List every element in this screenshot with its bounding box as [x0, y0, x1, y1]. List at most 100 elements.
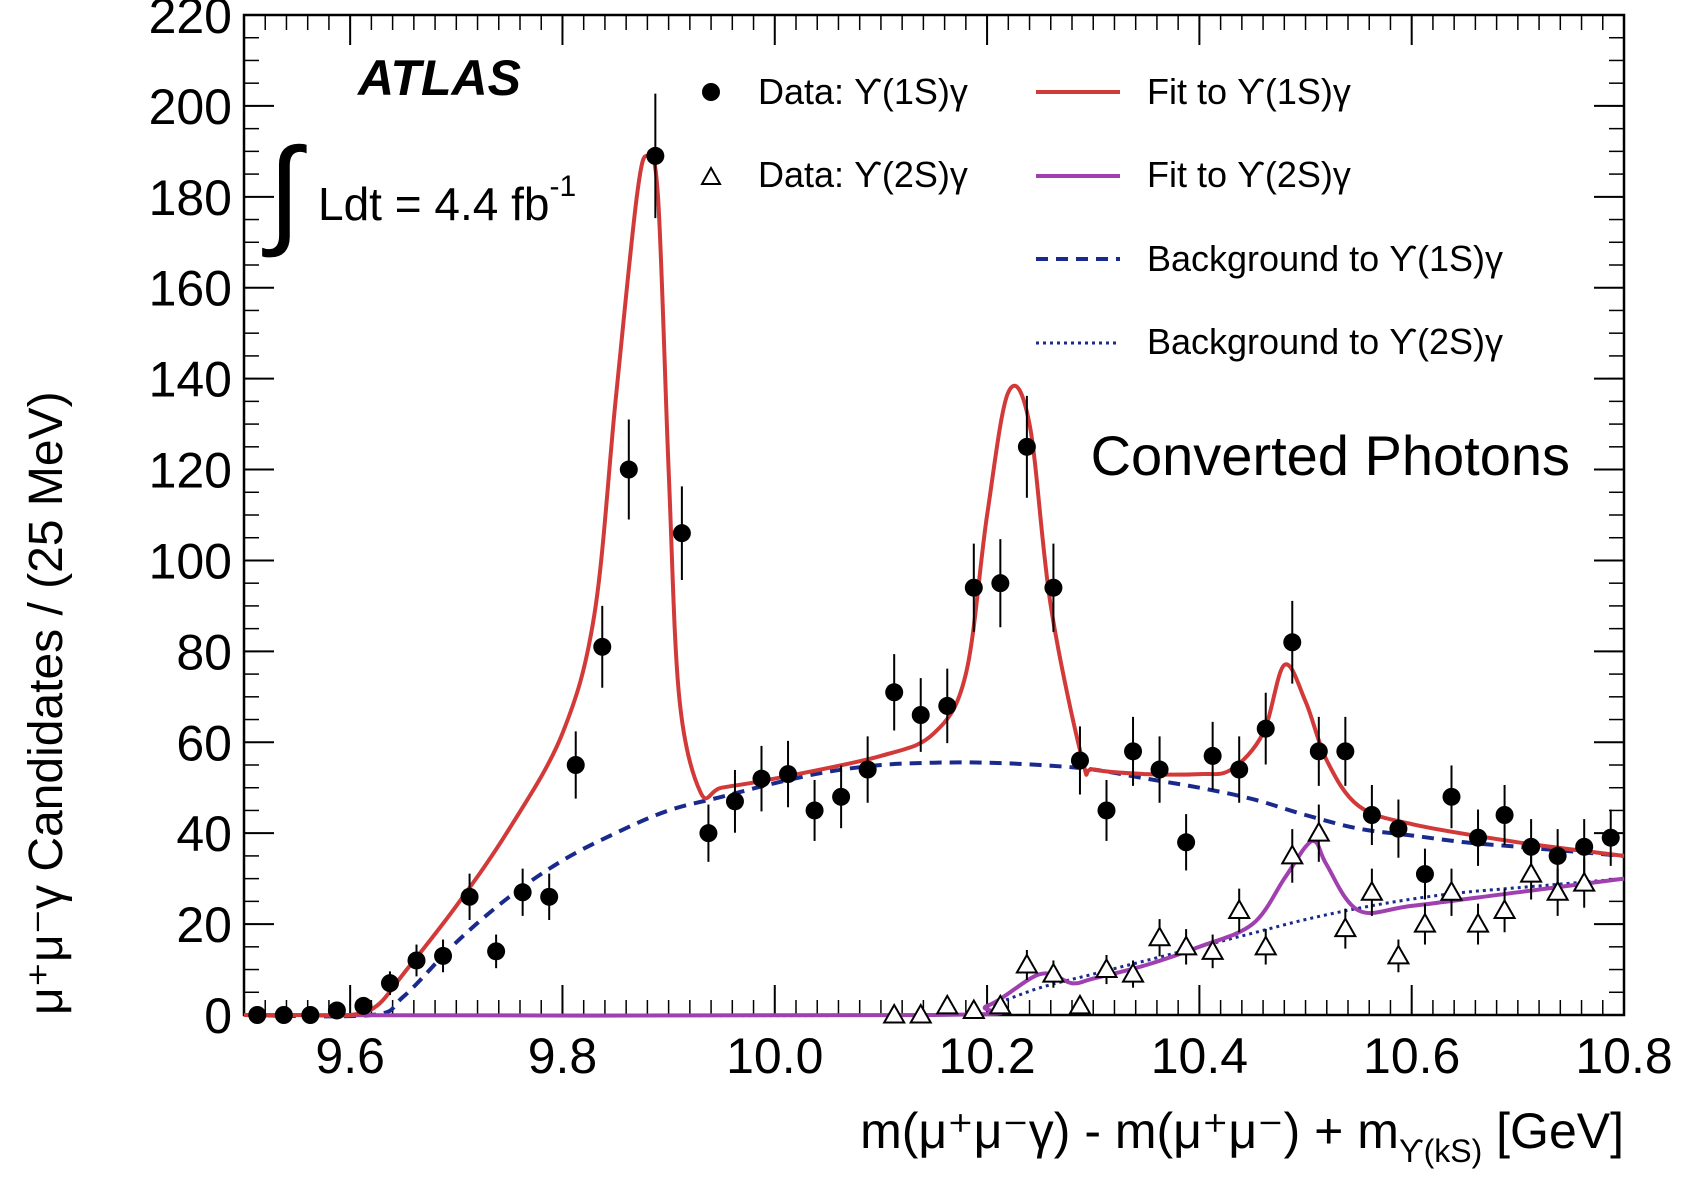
- data-2s-point: [1545, 880, 1570, 901]
- data-1s-point: [646, 146, 665, 165]
- y-tick-label: 0: [204, 988, 232, 1044]
- fit-1s-curve: [243, 152, 1625, 1018]
- data-points: [248, 93, 1620, 1024]
- data-1s-point: [513, 883, 532, 902]
- data-1s-point: [832, 787, 851, 806]
- data-1s-point: [1256, 719, 1275, 738]
- data-1s-point: [1017, 437, 1036, 456]
- data-2s-point: [1015, 952, 1039, 974]
- data-2s-point: [1068, 993, 1092, 1015]
- integral-sign: ∫: [262, 124, 307, 258]
- data-2s-point: [988, 993, 1013, 1015]
- data-1s-point: [487, 942, 506, 961]
- data-1s-point: [566, 756, 585, 774]
- data-2s-point: [1254, 934, 1278, 956]
- data-1s-point: [1548, 846, 1567, 865]
- data-1s-point: [1097, 801, 1116, 820]
- y-tick-label: 140: [149, 352, 232, 408]
- x-tick-label: 10.6: [1363, 1028, 1460, 1084]
- data-2s-point: [1227, 898, 1251, 919]
- data-2s-point: [1174, 934, 1198, 956]
- data-1s-point: [938, 696, 957, 715]
- x-tick-label: 10.4: [1151, 1028, 1248, 1084]
- data-1s-point: [885, 683, 904, 702]
- data-2s-point: [1386, 943, 1411, 965]
- legend-label-bkg-2s: Background to ϒ(2S)γ: [1147, 321, 1503, 362]
- data-1s-point: [1389, 819, 1408, 838]
- data-1s-point: [274, 1006, 293, 1024]
- data-2s-point: [1094, 957, 1119, 979]
- data-1s-point: [1442, 787, 1461, 806]
- x-tick-label: 9.8: [528, 1028, 598, 1084]
- y-tick-label: 100: [149, 533, 232, 589]
- y-tick-label: 60: [176, 715, 232, 771]
- x-tick-label: 10.0: [726, 1028, 823, 1084]
- background-2s-curve: [243, 877, 1625, 1018]
- data-2s-point: [1360, 880, 1384, 901]
- y-tick-label: 80: [176, 624, 232, 680]
- data-1s-point: [434, 946, 453, 965]
- data-1s-point: [1150, 760, 1169, 779]
- data-2s-point: [1439, 880, 1464, 901]
- fit-curves: [243, 152, 1625, 1019]
- data-2s-point: [1413, 912, 1437, 933]
- data-1s-point: [1495, 806, 1514, 824]
- y-tick-label: 180: [149, 170, 232, 226]
- data-1s-point: [248, 1006, 267, 1024]
- data-2s-point: [1280, 843, 1304, 865]
- data-2s-point: [1333, 916, 1358, 938]
- data-1s-point: [1522, 837, 1541, 856]
- data-1s-point: [1309, 742, 1328, 761]
- y-axis-title: μ⁺μ⁻γ Candidates / (25 MeV): [20, 391, 73, 1015]
- data-1s-point: [1469, 828, 1488, 847]
- y-tick-label: 20: [176, 897, 232, 953]
- data-2s-point: [1121, 962, 1145, 983]
- data-1s-point: [1575, 837, 1594, 856]
- data-1s-point: [1336, 742, 1355, 761]
- y-tick-label: 40: [176, 806, 232, 862]
- background-1s-curve: [243, 760, 1625, 1019]
- category-label: Converted Photons: [1091, 424, 1570, 487]
- data-1s-point: [1203, 746, 1222, 765]
- data-2s-point: [1519, 862, 1543, 883]
- y-tick-label: 160: [149, 261, 232, 317]
- y-tick-label: 200: [149, 79, 232, 135]
- data-1s-point: [1177, 833, 1196, 852]
- legend-label-bkg-1s: Background to ϒ(1S)γ: [1147, 238, 1503, 279]
- data-2s-point: [1466, 912, 1490, 933]
- data-2s-point: [1041, 962, 1066, 983]
- data-1s-point: [1283, 633, 1302, 652]
- data-1s-point: [699, 824, 718, 843]
- x-tick-label: 9.6: [315, 1028, 385, 1084]
- data-1s-point: [1362, 806, 1381, 824]
- data-2s-point: [1147, 925, 1172, 947]
- data-1s-point: [964, 578, 983, 597]
- data-2s-point: [909, 1002, 933, 1024]
- axis-tick-labels: 9.6 9.8 10.0 10.2 10.4 10.6 10.8 0 20 40 60 80 100 12…: [149, 0, 1673, 1084]
- data-1s-point: [540, 887, 559, 906]
- data-1s-point: [354, 996, 373, 1015]
- legend: Data: ϒ(1S)γ Data: ϒ(2S)γ Fit to ϒ(1S)γ …: [700, 71, 1503, 362]
- axis-ticks: [243, 14, 1625, 1016]
- data-1s-point: [991, 574, 1010, 593]
- data-1s-point: [672, 524, 691, 543]
- data-1s-point: [1230, 760, 1249, 779]
- data-1s-point: [1415, 865, 1434, 884]
- data-1s-point: [619, 460, 638, 479]
- legend-marker-data-2s: [700, 165, 722, 185]
- data-2s-point: [1572, 871, 1596, 892]
- experiment-label: ATLAS: [356, 50, 521, 106]
- data-1s-point: [327, 1001, 346, 1020]
- data-1s-point: [301, 1006, 320, 1024]
- data-1s-point: [779, 765, 798, 784]
- legend-label-fit-1s: Fit to ϒ(1S)γ: [1147, 71, 1351, 112]
- data-1s-point: [593, 637, 612, 656]
- data-1s-point: [805, 801, 824, 820]
- x-tick-label: 10.2: [938, 1028, 1035, 1084]
- data-1s-point: [1044, 578, 1063, 597]
- data-2s-point: [1492, 898, 1517, 919]
- data-1s-point: [752, 769, 771, 788]
- data-2s-point: [1200, 939, 1225, 960]
- y-tick-label: 220: [149, 0, 232, 44]
